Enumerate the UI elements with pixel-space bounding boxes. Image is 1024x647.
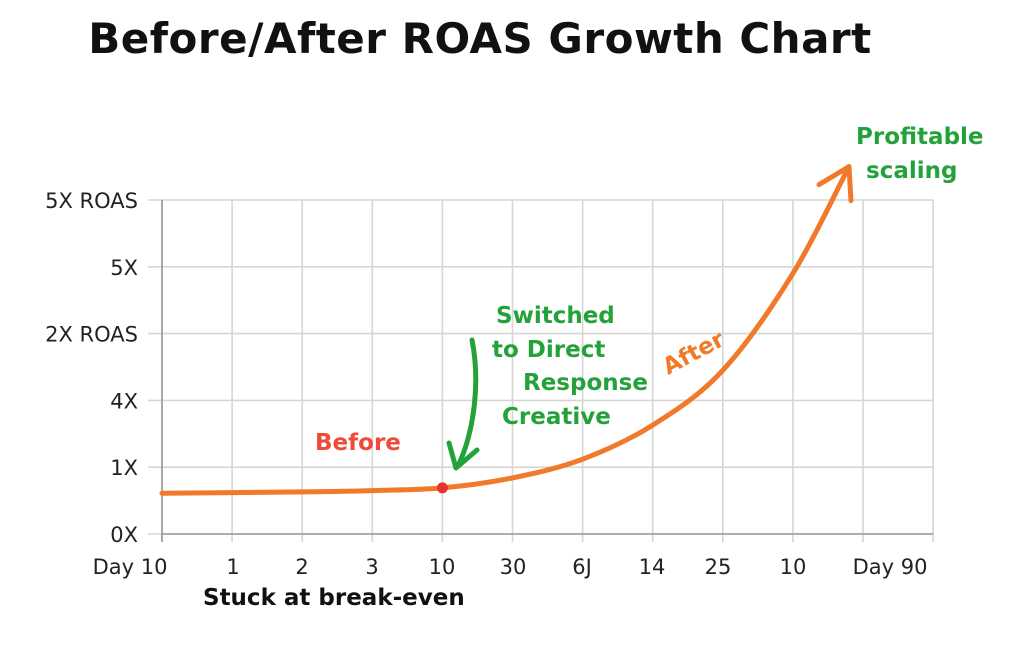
chart-title: Before/After ROAS Growth Chart (88, 14, 872, 63)
x-tick-label: 14 (639, 555, 666, 579)
roas-line (159, 164, 852, 496)
switch-annotation-line: Creative (502, 404, 611, 430)
stuck-label: Stuck at break-even (203, 585, 465, 611)
x-tick-label: 3 (365, 555, 378, 579)
x-tick-label: 10 (429, 555, 456, 579)
y-tick-label: 5X ROAS (45, 189, 138, 213)
profit-annotation-line: Profitable (856, 124, 984, 150)
y-tick-label: 0X (110, 523, 138, 547)
switch-point-marker (436, 482, 448, 494)
x-tick-label: 2 (295, 555, 308, 579)
x-tick-label: 30 (500, 555, 527, 579)
x-tick-label: Day 10 (93, 555, 168, 579)
switch-annotation-line: to Direct (492, 337, 605, 363)
x-tick-label: 25 (705, 555, 732, 579)
x-tick-label: 10 (780, 555, 807, 579)
y-tick-label: 4X (110, 389, 138, 413)
arrowhead-icon (816, 164, 854, 204)
switch-arrow (455, 337, 479, 469)
x-tick-label: 1 (226, 555, 239, 579)
y-tick-label: 1X (110, 456, 138, 480)
x-tick-label: 6J (572, 555, 592, 579)
x-tick-label: Day 90 (853, 555, 928, 579)
before-label: Before (315, 430, 401, 456)
y-tick-label: 2X ROAS (45, 323, 138, 347)
switch-annotation-line: Response (523, 370, 648, 396)
profit-annotation-line: scaling (866, 158, 957, 184)
y-tick-label: 5X (110, 256, 138, 280)
arrow-down-icon (446, 440, 480, 471)
switch-annotation-line: Switched (496, 303, 615, 329)
